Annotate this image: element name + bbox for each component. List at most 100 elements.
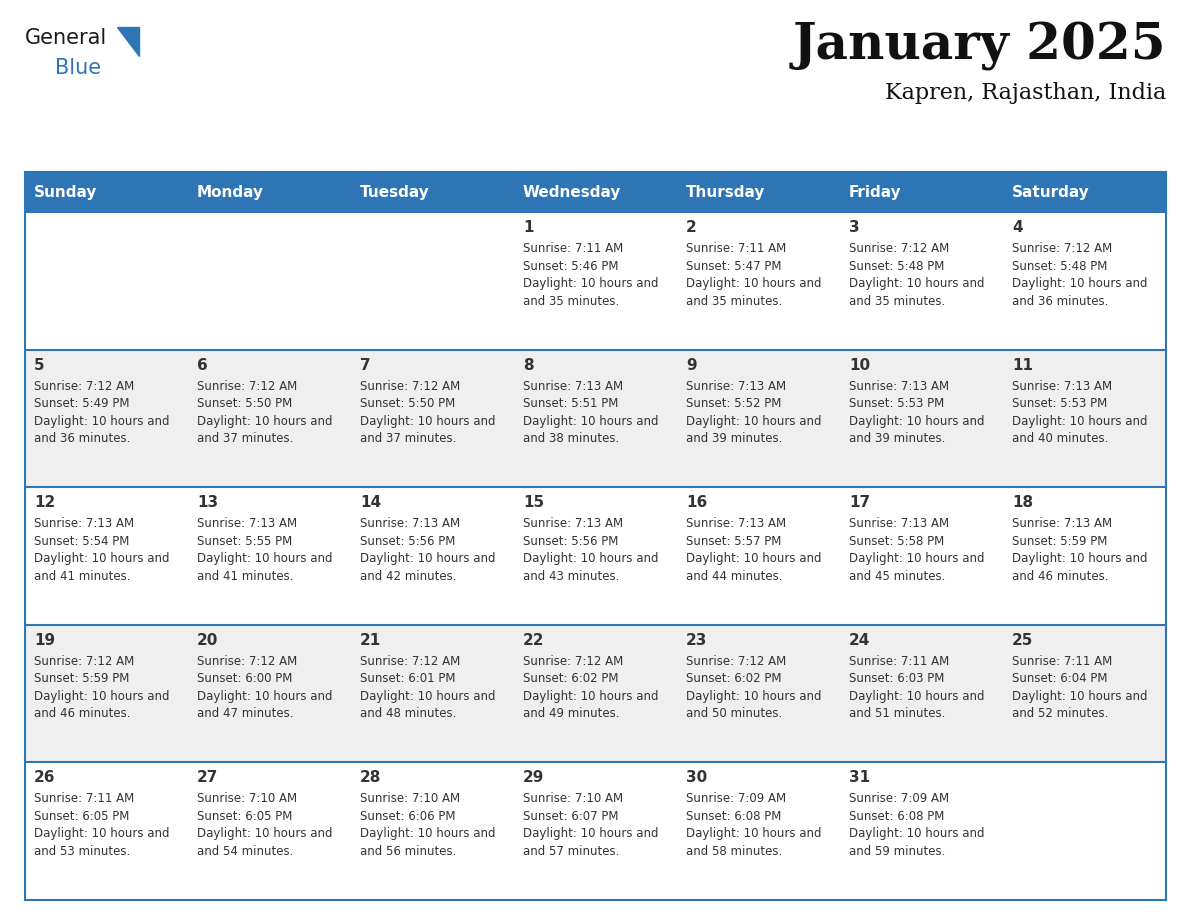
Text: Sunrise: 7:13 AM
Sunset: 5:58 PM
Daylight: 10 hours and
and 45 minutes.: Sunrise: 7:13 AM Sunset: 5:58 PM Dayligh… <box>849 517 985 583</box>
Text: General: General <box>25 28 107 48</box>
Text: 6: 6 <box>197 358 208 373</box>
Text: 15: 15 <box>523 495 544 510</box>
Text: Sunrise: 7:10 AM
Sunset: 6:05 PM
Daylight: 10 hours and
and 54 minutes.: Sunrise: 7:10 AM Sunset: 6:05 PM Dayligh… <box>197 792 333 858</box>
Text: 3: 3 <box>849 220 860 235</box>
Text: Blue: Blue <box>55 58 101 78</box>
Text: 23: 23 <box>685 633 707 648</box>
Bar <box>25 212 188 350</box>
Text: Sunrise: 7:12 AM
Sunset: 5:49 PM
Daylight: 10 hours and
and 36 minutes.: Sunrise: 7:12 AM Sunset: 5:49 PM Dayligh… <box>34 380 170 445</box>
Text: Sunrise: 7:13 AM
Sunset: 5:53 PM
Daylight: 10 hours and
and 39 minutes.: Sunrise: 7:13 AM Sunset: 5:53 PM Dayligh… <box>849 380 985 445</box>
Bar <box>840 763 1003 900</box>
Bar <box>677 487 840 625</box>
Bar <box>677 172 840 212</box>
Text: Sunrise: 7:13 AM
Sunset: 5:54 PM
Daylight: 10 hours and
and 41 minutes.: Sunrise: 7:13 AM Sunset: 5:54 PM Dayligh… <box>34 517 170 583</box>
Text: Sunrise: 7:12 AM
Sunset: 6:00 PM
Daylight: 10 hours and
and 47 minutes.: Sunrise: 7:12 AM Sunset: 6:00 PM Dayligh… <box>197 655 333 721</box>
Bar <box>514 625 677 763</box>
Text: Sunrise: 7:11 AM
Sunset: 5:46 PM
Daylight: 10 hours and
and 35 minutes.: Sunrise: 7:11 AM Sunset: 5:46 PM Dayligh… <box>523 242 658 308</box>
Text: Sunrise: 7:13 AM
Sunset: 5:51 PM
Daylight: 10 hours and
and 38 minutes.: Sunrise: 7:13 AM Sunset: 5:51 PM Dayligh… <box>523 380 658 445</box>
Text: Monday: Monday <box>197 185 264 199</box>
Text: Sunrise: 7:13 AM
Sunset: 5:55 PM
Daylight: 10 hours and
and 41 minutes.: Sunrise: 7:13 AM Sunset: 5:55 PM Dayligh… <box>197 517 333 583</box>
Bar <box>188 350 350 487</box>
Text: 24: 24 <box>849 633 871 648</box>
Text: 17: 17 <box>849 495 870 510</box>
Text: 30: 30 <box>685 770 707 786</box>
Text: Sunrise: 7:12 AM
Sunset: 5:59 PM
Daylight: 10 hours and
and 46 minutes.: Sunrise: 7:12 AM Sunset: 5:59 PM Dayligh… <box>34 655 170 721</box>
Text: 8: 8 <box>523 358 533 373</box>
Text: Sunrise: 7:13 AM
Sunset: 5:59 PM
Daylight: 10 hours and
and 46 minutes.: Sunrise: 7:13 AM Sunset: 5:59 PM Dayligh… <box>1012 517 1148 583</box>
Bar <box>1003 350 1165 487</box>
Text: Sunrise: 7:12 AM
Sunset: 5:50 PM
Daylight: 10 hours and
and 37 minutes.: Sunrise: 7:12 AM Sunset: 5:50 PM Dayligh… <box>360 380 495 445</box>
Bar <box>1003 763 1165 900</box>
Text: Sunrise: 7:12 AM
Sunset: 6:02 PM
Daylight: 10 hours and
and 50 minutes.: Sunrise: 7:12 AM Sunset: 6:02 PM Dayligh… <box>685 655 821 721</box>
Text: Sunrise: 7:11 AM
Sunset: 6:03 PM
Daylight: 10 hours and
and 51 minutes.: Sunrise: 7:11 AM Sunset: 6:03 PM Dayligh… <box>849 655 985 721</box>
Text: 16: 16 <box>685 495 707 510</box>
Text: Sunrise: 7:11 AM
Sunset: 6:05 PM
Daylight: 10 hours and
and 53 minutes.: Sunrise: 7:11 AM Sunset: 6:05 PM Dayligh… <box>34 792 170 858</box>
Bar <box>514 487 677 625</box>
Bar <box>350 487 514 625</box>
Text: Wednesday: Wednesday <box>523 185 621 199</box>
Text: Sunday: Sunday <box>34 185 97 199</box>
Bar <box>350 763 514 900</box>
Bar <box>25 487 188 625</box>
Text: Sunrise: 7:11 AM
Sunset: 6:04 PM
Daylight: 10 hours and
and 52 minutes.: Sunrise: 7:11 AM Sunset: 6:04 PM Dayligh… <box>1012 655 1148 721</box>
Text: Sunrise: 7:10 AM
Sunset: 6:06 PM
Daylight: 10 hours and
and 56 minutes.: Sunrise: 7:10 AM Sunset: 6:06 PM Dayligh… <box>360 792 495 858</box>
Text: Sunrise: 7:12 AM
Sunset: 6:02 PM
Daylight: 10 hours and
and 49 minutes.: Sunrise: 7:12 AM Sunset: 6:02 PM Dayligh… <box>523 655 658 721</box>
Text: Friday: Friday <box>849 185 902 199</box>
Text: Sunrise: 7:12 AM
Sunset: 5:48 PM
Daylight: 10 hours and
and 35 minutes.: Sunrise: 7:12 AM Sunset: 5:48 PM Dayligh… <box>849 242 985 308</box>
Bar <box>188 172 350 212</box>
Text: Tuesday: Tuesday <box>360 185 430 199</box>
Text: 2: 2 <box>685 220 696 235</box>
Text: 25: 25 <box>1012 633 1034 648</box>
Bar <box>677 763 840 900</box>
Bar <box>840 172 1003 212</box>
Bar <box>188 625 350 763</box>
Text: 18: 18 <box>1012 495 1034 510</box>
Text: 9: 9 <box>685 358 696 373</box>
Text: 7: 7 <box>360 358 371 373</box>
Bar <box>25 625 188 763</box>
Text: 10: 10 <box>849 358 870 373</box>
Text: Sunrise: 7:12 AM
Sunset: 6:01 PM
Daylight: 10 hours and
and 48 minutes.: Sunrise: 7:12 AM Sunset: 6:01 PM Dayligh… <box>360 655 495 721</box>
Text: Sunrise: 7:13 AM
Sunset: 5:57 PM
Daylight: 10 hours and
and 44 minutes.: Sunrise: 7:13 AM Sunset: 5:57 PM Dayligh… <box>685 517 821 583</box>
Bar <box>677 625 840 763</box>
Text: Sunrise: 7:13 AM
Sunset: 5:56 PM
Daylight: 10 hours and
and 43 minutes.: Sunrise: 7:13 AM Sunset: 5:56 PM Dayligh… <box>523 517 658 583</box>
Text: 19: 19 <box>34 633 55 648</box>
Text: Sunrise: 7:13 AM
Sunset: 5:53 PM
Daylight: 10 hours and
and 40 minutes.: Sunrise: 7:13 AM Sunset: 5:53 PM Dayligh… <box>1012 380 1148 445</box>
Text: Thursday: Thursday <box>685 185 765 199</box>
Text: Sunrise: 7:09 AM
Sunset: 6:08 PM
Daylight: 10 hours and
and 58 minutes.: Sunrise: 7:09 AM Sunset: 6:08 PM Dayligh… <box>685 792 821 858</box>
Text: Sunrise: 7:13 AM
Sunset: 5:56 PM
Daylight: 10 hours and
and 42 minutes.: Sunrise: 7:13 AM Sunset: 5:56 PM Dayligh… <box>360 517 495 583</box>
Bar <box>840 625 1003 763</box>
Text: 11: 11 <box>1012 358 1034 373</box>
Text: 27: 27 <box>197 770 219 786</box>
Text: 28: 28 <box>360 770 381 786</box>
Text: Sunrise: 7:10 AM
Sunset: 6:07 PM
Daylight: 10 hours and
and 57 minutes.: Sunrise: 7:10 AM Sunset: 6:07 PM Dayligh… <box>523 792 658 858</box>
Bar <box>514 212 677 350</box>
Bar <box>677 350 840 487</box>
Bar <box>350 625 514 763</box>
Bar <box>25 172 188 212</box>
Bar <box>840 487 1003 625</box>
Bar <box>350 212 514 350</box>
Bar <box>1003 625 1165 763</box>
Text: 13: 13 <box>197 495 219 510</box>
Bar <box>840 212 1003 350</box>
Bar <box>1003 487 1165 625</box>
Text: 22: 22 <box>523 633 544 648</box>
Text: 21: 21 <box>360 633 381 648</box>
Bar <box>514 763 677 900</box>
Bar <box>677 212 840 350</box>
Text: Sunrise: 7:12 AM
Sunset: 5:50 PM
Daylight: 10 hours and
and 37 minutes.: Sunrise: 7:12 AM Sunset: 5:50 PM Dayligh… <box>197 380 333 445</box>
Bar <box>1003 212 1165 350</box>
Bar <box>188 487 350 625</box>
Bar <box>1003 172 1165 212</box>
Bar <box>514 350 677 487</box>
Text: Sunrise: 7:11 AM
Sunset: 5:47 PM
Daylight: 10 hours and
and 35 minutes.: Sunrise: 7:11 AM Sunset: 5:47 PM Dayligh… <box>685 242 821 308</box>
Text: Saturday: Saturday <box>1012 185 1089 199</box>
Bar <box>514 172 677 212</box>
Text: 29: 29 <box>523 770 544 786</box>
Bar <box>25 350 188 487</box>
Bar <box>350 172 514 212</box>
Text: 14: 14 <box>360 495 381 510</box>
Bar <box>25 763 188 900</box>
Text: 12: 12 <box>34 495 56 510</box>
